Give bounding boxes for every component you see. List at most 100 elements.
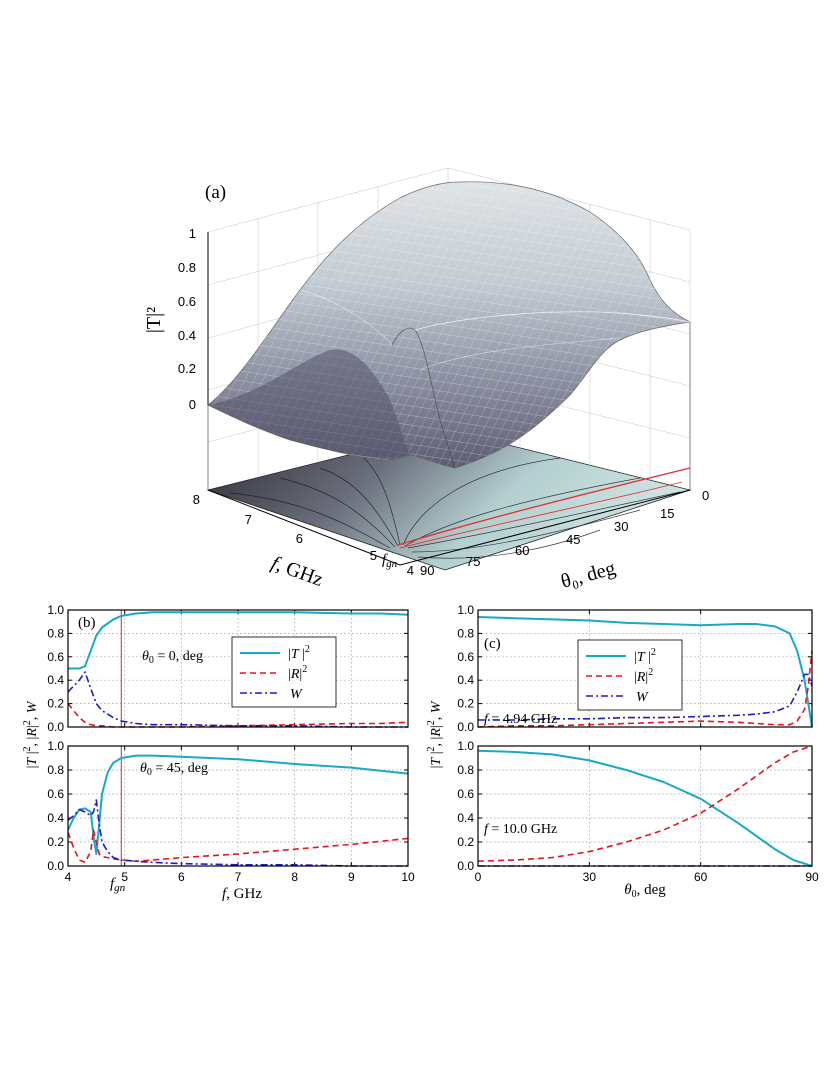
z-tick-4: 0.8 (178, 260, 196, 275)
x-tick-label: 30 (583, 870, 597, 884)
legend-b-T: |T |2 (288, 644, 310, 662)
panel-a: 0 0.2 0.4 0.6 0.8 1 |T|² 8 7 6 5 4 fgn f… (143, 167, 709, 593)
y-tick-label: 0.0 (457, 720, 474, 734)
y-tick-label: 0.0 (47, 859, 64, 873)
panel-b-label: (b) (78, 615, 96, 631)
fgn-contour-line (397, 467, 691, 546)
f-tick-4: 4 (407, 563, 414, 578)
z-tick-5: 1 (189, 226, 196, 241)
x-tick-label: 5 (121, 870, 128, 884)
y-tick-label: 0.6 (457, 787, 474, 801)
c-xlabel: θ0, deg (624, 882, 666, 900)
x-tick-label: 0 (475, 870, 482, 884)
plot-frame (67, 745, 409, 867)
f-tick-7: 7 (245, 512, 252, 527)
f-tick-8: 8 (193, 492, 200, 507)
series-line (67, 703, 409, 728)
legend-c: |T |2 |R|2 W (577, 639, 683, 711)
contour-base (206, 429, 692, 571)
c-top-annotation: f = 4.94 GHz (484, 712, 557, 727)
y-tick-label: 0.2 (47, 835, 64, 849)
y-tick-label: 0.6 (47, 787, 64, 801)
panel-c: 0.0 0.2 0.4 0.6 0.8 1.0 0.0 0.2 0.4 0.6 0.8 1.0 0 30… (426, 603, 819, 900)
panel-a-label: (a) (205, 182, 226, 203)
z-tick-0: 0 (189, 397, 196, 412)
x-tick-label: 6 (178, 870, 185, 884)
x-tick-label: 90 (805, 870, 819, 884)
z-tick-2: 0.4 (178, 328, 196, 343)
f-tick-5: 5 (370, 548, 377, 563)
theta-tick-15: 15 (660, 506, 674, 521)
b-xlabel: f, GHz (222, 886, 262, 902)
theta-tick-45: 45 (566, 532, 580, 547)
series-line (477, 749, 813, 867)
y-tick-label: 0.2 (457, 835, 474, 849)
series-line (67, 829, 409, 864)
y-tick-label: 0.2 (47, 697, 64, 711)
y-tick-label: 1.0 (457, 739, 474, 753)
series-line (68, 611, 409, 670)
f-axis-label: f, GHz (268, 552, 326, 591)
y-tick-label: 1.0 (47, 603, 64, 617)
x-tick-label: 9 (348, 870, 355, 884)
series-line (67, 671, 408, 728)
legend-b-W: W (290, 687, 303, 702)
z-axis-label: |T|² (143, 307, 165, 333)
b-bottom-annotation: θ0 = 45, deg (140, 761, 208, 778)
plot-b-bottom: 0.0 0.2 0.4 0.6 0.8 1.0 4 5 6 7 8 9 10 (47, 739, 415, 884)
series-line (478, 673, 813, 721)
theta-tick-0: 0 (702, 488, 709, 503)
series-line (477, 745, 813, 862)
theta-tick-60: 60 (515, 543, 529, 558)
z-tick-1: 0.2 (178, 361, 196, 376)
y-tick-label: 1.0 (457, 603, 474, 617)
c-ylabel: |T |2, |R|2, W (426, 700, 444, 768)
z-tick-3: 0.6 (178, 294, 196, 309)
surface (207, 181, 692, 469)
legend-b: |T |2 |R|2 W (231, 636, 337, 708)
y-tick-label: 0.6 (457, 650, 474, 664)
theta-tick-90: 90 (420, 563, 434, 578)
z-axis-ticks: 0 0.2 0.4 0.6 0.8 1 (178, 226, 196, 412)
y-tick-label: 0.6 (47, 650, 64, 664)
y-tick-label: 0.8 (47, 626, 64, 640)
y-tick-label: 1.0 (47, 739, 64, 753)
panel-c-label: (c) (484, 636, 501, 652)
y-tick-label: 0.0 (47, 720, 64, 734)
legend-c-T: |T |2 (634, 647, 656, 665)
theta-tick-30: 30 (614, 519, 628, 534)
plot-frame (477, 745, 813, 867)
fgn-marker-3d: fgn (382, 552, 398, 570)
x-tick-label: 60 (694, 870, 708, 884)
x-tick-label: 10 (401, 870, 415, 884)
f-axis-ticks: 8 7 6 5 4 (193, 492, 414, 578)
y-tick-label: 0.0 (457, 859, 474, 873)
series-line (477, 616, 813, 728)
c-bottom-annotation: f = 10.0 GHz (484, 822, 557, 837)
axes-3d (207, 232, 691, 566)
plot-frame (67, 609, 409, 728)
y-tick-label: 0.4 (457, 811, 474, 825)
y-tick-label: 0.2 (457, 697, 474, 711)
theta-axis-ticks: 0 15 30 45 60 75 90 (420, 488, 709, 578)
b-ylabel: |T |2, |R|2, W (22, 700, 40, 768)
theta-tick-75: 75 (466, 554, 480, 569)
theta-axis-label: θ₀, deg (559, 557, 618, 593)
y-tick-label: 0.4 (47, 673, 64, 687)
x-tick-label: 4 (65, 870, 72, 884)
plot-c-bottom: 0.0 0.2 0.4 0.6 0.8 1.0 0 30 60 90 (457, 739, 819, 884)
x-tick-label: 7 (235, 870, 242, 884)
y-tick-label: 0.8 (457, 626, 474, 640)
y-tick-label: 0.8 (47, 763, 64, 777)
y-tick-label: 0.4 (457, 673, 474, 687)
y-tick-label: 0.4 (47, 811, 64, 825)
series-line (67, 754, 409, 855)
b-top-annotation: θ0 = 0, deg (142, 649, 203, 666)
plot-b-top: 0.0 0.2 0.4 0.6 0.8 1.0 (47, 603, 409, 734)
plot-frame (477, 609, 813, 728)
x-tick-label: 8 (291, 870, 298, 884)
legend-c-W: W (636, 690, 649, 705)
panel-b: 0.0 0.2 0.4 0.6 0.8 1.0 0.0 0.2 0.4 0.6 0.8 1.0 4 5 6… (22, 603, 415, 902)
series-line (67, 799, 408, 867)
